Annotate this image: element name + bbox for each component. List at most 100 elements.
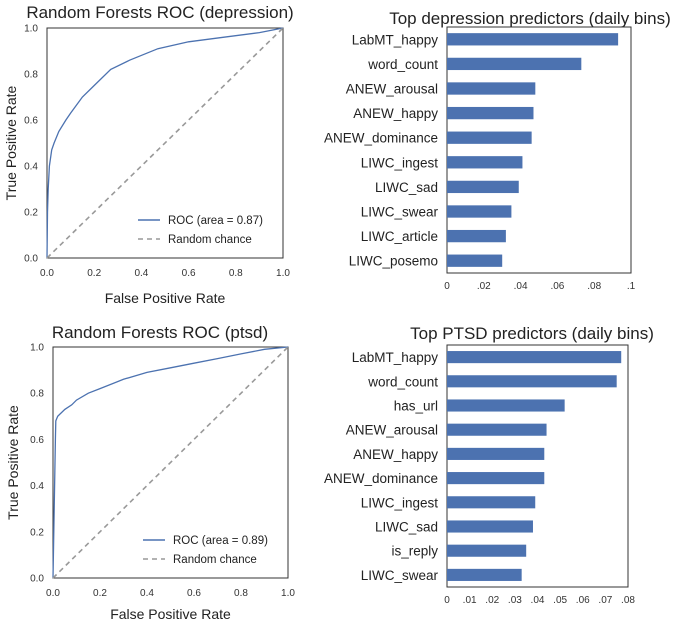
category-label: ANEW_happy [353,106,438,121]
y-tick-label: 1.0 [24,24,38,35]
random-chance-line [52,346,289,579]
category-label: LIWC_ingest [361,155,439,170]
chart-title: Top depression predictors (daily bins) [389,9,671,28]
bar [447,106,534,120]
bar [447,205,512,218]
bar [447,447,545,460]
category-label: word_count [367,374,438,389]
x-tick-label: .01 [463,595,477,606]
category-label: ANEW_arousal [346,423,438,438]
x-axis-label: False Positive Rate [105,290,226,306]
y-tick-label: 0.4 [30,481,44,492]
x-tick-label: 0.0 [46,588,60,599]
y-tick-label: 0.8 [30,389,44,400]
bar [447,472,545,485]
legend-label: Random chance [173,554,257,566]
category-label: ANEW_dominance [324,471,438,486]
x-tick-label: .08 [621,595,635,606]
category-label: LIWC_posemo [349,254,438,269]
y-tick-label: 0.0 [30,574,44,585]
category-label: LIWC_swear [361,568,439,583]
x-tick-label: 1.0 [281,588,295,599]
category-label: has_url [394,399,438,414]
x-tick-label: 0.6 [187,588,201,599]
x-tick-label: 0.4 [134,268,148,279]
x-tick-label: .06 [576,595,590,606]
plot-frame [446,344,629,588]
bar [447,423,547,436]
chart-title: Random Forests ROC (ptsd) [52,323,268,342]
category-label: is_reply [391,544,438,559]
y-tick-label: 0.2 [24,208,38,219]
category-label: ANEW_happy [353,447,438,462]
chart-title: Random Forests ROC (depression) [26,3,293,22]
x-tick-label: 0.8 [229,268,243,279]
bar [447,131,532,144]
x-tick-label: .06 [550,281,564,292]
y-axis-label: True Positive Rate [3,85,19,200]
bar [447,229,506,243]
category-label: LIWC_ingest [361,495,439,510]
x-tick-label: .03 [508,595,522,606]
chart-title: Top PTSD predictors (daily bins) [410,324,654,343]
category-label: LIWC_article [361,229,438,244]
bar [447,180,519,194]
y-tick-label: 0.2 [30,527,44,538]
x-tick-label: .07 [598,595,612,606]
bar [447,544,527,557]
bar [447,375,617,388]
bar [447,568,522,581]
legend-label: Random chance [168,234,252,246]
roc-curve [52,346,289,579]
legend-label: ROC (area = 0.89) [173,535,268,547]
x-tick-label: .02 [477,281,491,292]
plot-frame [446,26,632,274]
roc-curve [46,27,284,259]
category-label: ANEW_dominance [324,131,438,146]
category-label: LIWC_swear [361,205,439,220]
y-tick-label: 0.6 [24,116,38,127]
bar-chart-2: Top PTSD predictors (daily bins) LabMT_ha… [324,324,654,606]
x-tick-label: 0 [444,595,450,606]
bar [447,399,565,412]
category-label: word_count [367,57,438,72]
y-tick-label: 0.8 [24,70,38,81]
bar [447,57,582,71]
bar [447,496,536,509]
category-label: ANEW_arousal [346,82,438,97]
x-tick-label: 0.8 [234,588,248,599]
x-tick-label: .04 [514,281,528,292]
bar [447,33,619,46]
category-label: LabMT_happy [352,350,439,365]
plot-frame [52,346,289,579]
x-tick-label: 0 [444,281,450,292]
roc-chart-1: Random Forests ROC (depression) 0.0 0.2 0.4… [3,3,294,306]
y-tick-label: 0.0 [24,254,38,265]
x-tick-label: 1.0 [276,268,290,279]
legend-label: ROC (area = 0.87) [168,215,263,227]
x-tick-label: 0.0 [40,268,54,279]
category-label: LIWC_sad [375,180,438,195]
random-chance-line [46,27,284,259]
bar [447,351,622,364]
bar [447,520,533,533]
y-tick-label: 1.0 [30,343,44,354]
x-tick-label: 0.4 [140,588,154,599]
x-tick-label: .1 [627,281,636,292]
plot-frame [46,27,284,259]
roc-chart-2: Random Forests ROC (ptsd) 0.0 0.2 0.4 0.6 0.8… [5,323,295,622]
x-axis-label: False Positive Rate [110,606,231,622]
bar [447,156,523,169]
category-label: LIWC_sad [375,520,438,535]
bar-chart-1: Top depression predictors (daily bins) La… [324,9,671,292]
x-tick-label: 0.2 [87,268,101,279]
x-tick-label: 0.6 [182,268,196,279]
y-axis-label: True Positive Rate [5,405,21,520]
x-tick-label: .04 [531,595,545,606]
y-tick-label: 0.4 [24,162,38,173]
x-tick-label: .05 [553,595,567,606]
category-label: LabMT_happy [352,32,439,47]
x-tick-label: .02 [485,595,499,606]
y-tick-label: 0.6 [30,435,44,446]
